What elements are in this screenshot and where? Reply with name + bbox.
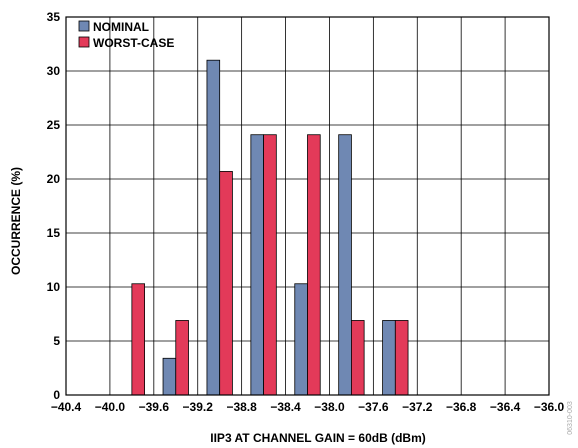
x-tick-label: −39.6 <box>139 400 170 414</box>
legend-label-nominal: NOMINAL <box>93 20 149 34</box>
bars <box>131 59 409 396</box>
bar-nominal-5 <box>338 134 352 396</box>
x-tick-label: −38.0 <box>314 400 345 414</box>
y-tick-label: 20 <box>47 172 61 186</box>
bar-nominal-3 <box>250 134 264 396</box>
bar-nominal-6 <box>382 320 396 396</box>
x-axis-title: IIP3 AT CHANNEL GAIN = 60dB (dBm) <box>210 431 425 445</box>
legend-swatch-worst-case <box>78 36 90 48</box>
bar-worst-case-6 <box>394 320 409 396</box>
y-tick-label: 10 <box>47 280 61 294</box>
y-tick-label: 0 <box>53 388 60 402</box>
y-tick-labels: 0 5 10 15 20 25 30 35 <box>47 10 61 402</box>
y-axis-title: OCCURRENCE (%) <box>9 167 23 275</box>
x-tick-label: −40.0 <box>95 400 126 414</box>
x-tick-label: −37.2 <box>402 400 433 414</box>
bar-worst-case-1 <box>175 320 189 396</box>
bar-worst-case-2 <box>219 171 233 396</box>
bar-worst-case-5 <box>351 320 365 396</box>
legend-swatch-nominal <box>78 20 90 32</box>
y-tick-label: 35 <box>47 10 61 24</box>
bar-nominal-4 <box>294 283 308 396</box>
bar-worst-case-3 <box>263 134 277 396</box>
bar-worst-case-0 <box>131 283 145 396</box>
y-tick-label: 25 <box>47 118 61 132</box>
legend: NOMINAL WORST-CASE <box>78 20 174 50</box>
x-tick-label: −38.4 <box>270 400 301 414</box>
plot-frame <box>65 16 550 396</box>
x-tick-label: −40.4 <box>51 400 82 414</box>
x-tick-label: −36.8 <box>446 400 477 414</box>
y-tick-label: 15 <box>47 226 61 240</box>
legend-item-nominal: NOMINAL <box>78 20 149 34</box>
bar-nominal-1 <box>162 357 177 396</box>
bar-worst-case-4 <box>307 134 321 396</box>
x-tick-label: −38.8 <box>226 400 257 414</box>
legend-label-worst-case: WORST-CASE <box>93 36 174 50</box>
x-tick-label: −36.0 <box>534 400 565 414</box>
x-tick-labels: −40.4 −40.0 −39.6 −39.2 −38.8 −38.4 −38.0 −37.6… <box>51 400 565 414</box>
y-tick-label: 5 <box>53 334 60 348</box>
x-tick-label: −36.4 <box>490 400 521 414</box>
figure-id-watermark: 06310-003 <box>567 401 574 435</box>
x-tick-label: −37.6 <box>358 400 389 414</box>
y-tick-label: 30 <box>47 64 61 78</box>
bar-nominal-2 <box>206 59 221 396</box>
x-tick-label: −39.2 <box>183 400 214 414</box>
legend-item-worst-case: WORST-CASE <box>78 36 174 50</box>
